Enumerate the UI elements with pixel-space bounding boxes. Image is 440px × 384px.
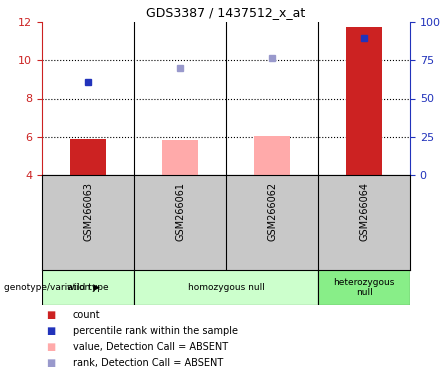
- Text: GSM266061: GSM266061: [175, 182, 185, 241]
- Text: heterozygous
null: heterozygous null: [334, 278, 395, 297]
- Text: wild type: wild type: [67, 283, 109, 292]
- Bar: [134, 270, 318, 305]
- Text: ■: ■: [46, 326, 55, 336]
- Text: ■: ■: [46, 358, 55, 368]
- Bar: [318, 270, 410, 305]
- Text: rank, Detection Call = ABSENT: rank, Detection Call = ABSENT: [73, 358, 223, 368]
- Text: value, Detection Call = ABSENT: value, Detection Call = ABSENT: [73, 342, 228, 352]
- Bar: [42, 270, 134, 305]
- Bar: [161, 140, 198, 175]
- Text: GSM266064: GSM266064: [359, 182, 369, 241]
- Bar: [70, 139, 106, 175]
- Text: homozygous null: homozygous null: [187, 283, 264, 292]
- Bar: [345, 27, 382, 175]
- Text: GSM266062: GSM266062: [267, 182, 277, 241]
- Text: genotype/variation ▶: genotype/variation ▶: [4, 283, 100, 292]
- Bar: [253, 136, 290, 175]
- Text: GSM266063: GSM266063: [83, 182, 93, 241]
- Text: ■: ■: [46, 310, 55, 320]
- Text: percentile rank within the sample: percentile rank within the sample: [73, 326, 238, 336]
- Text: ■: ■: [46, 342, 55, 352]
- Text: count: count: [73, 310, 100, 320]
- Title: GDS3387 / 1437512_x_at: GDS3387 / 1437512_x_at: [147, 7, 306, 20]
